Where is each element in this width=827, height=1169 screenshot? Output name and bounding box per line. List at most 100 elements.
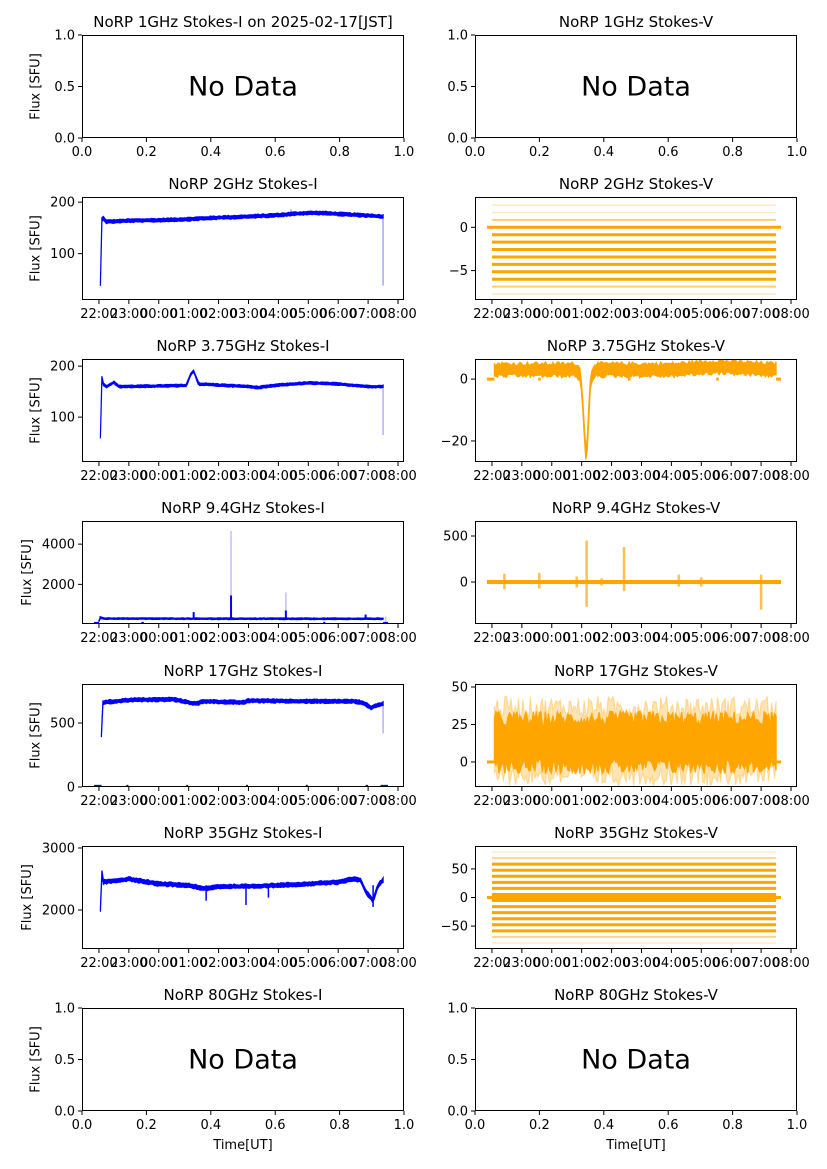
axes-frame bbox=[82, 521, 404, 624]
axes-frame bbox=[475, 1008, 797, 1111]
y-tick-label: 0.5 bbox=[54, 80, 75, 95]
x-tick-label: 0.2 bbox=[529, 1118, 550, 1133]
x-tick-label: 23:00 bbox=[110, 794, 147, 809]
x-tick-label: 0.4 bbox=[200, 145, 221, 160]
x-tick-label: 04:00 bbox=[653, 794, 690, 809]
axes-frame bbox=[475, 359, 797, 462]
x-tick-label: 22:00 bbox=[473, 469, 510, 484]
x-tick-label: 0.4 bbox=[593, 145, 614, 160]
x-tick-label: 01:00 bbox=[170, 794, 207, 809]
y-axis-label: Flux [SFU] bbox=[28, 377, 43, 444]
subplot-8: 22:0023:0000:0001:0002:0003:0004:0005:00… bbox=[443, 499, 810, 646]
y-tick-label: 0 bbox=[460, 755, 468, 770]
subplot-1: 0.0 0.2 0.4 0.6 0.8 1.0 0.0 0.5 1.0 NoRP 1GHz Sto… bbox=[28, 13, 414, 160]
subplot-title: NoRP 17GHz Stokes-I bbox=[164, 662, 323, 680]
x-tick-label: 06:00 bbox=[319, 307, 356, 322]
x-tick-label: 22:00 bbox=[80, 631, 117, 646]
plot-area bbox=[99, 369, 384, 439]
x-tick-label: 06:00 bbox=[712, 956, 749, 971]
x-tick-label: 06:00 bbox=[712, 307, 749, 322]
x-tick-label: 07:00 bbox=[742, 469, 779, 484]
y-tick-label: 200 bbox=[50, 196, 75, 211]
x-tick-label: 00:00 bbox=[533, 794, 570, 809]
x-tick-label: 04:00 bbox=[653, 307, 690, 322]
y-axis-label: Flux [SFU] bbox=[28, 215, 43, 282]
subplot-7: 22:0023:0000:0001:0002:0003:0004:0005:00… bbox=[20, 499, 417, 646]
axes-frame bbox=[475, 846, 797, 949]
y-tick-label: −20 bbox=[441, 434, 468, 449]
series-band bbox=[99, 210, 384, 286]
series-band bbox=[99, 369, 384, 439]
y-tick-label: −5 bbox=[449, 264, 468, 279]
subplot-title: NoRP 9.4GHz Stokes-I bbox=[161, 499, 325, 517]
x-tick-label: 03:00 bbox=[230, 794, 267, 809]
subplot-13: 0.0 0.2 0.4 0.6 0.8 1.0 0.0 0.5 1.0 NoRP 80GHz St… bbox=[28, 986, 414, 1153]
x-tick-label: 01:00 bbox=[170, 469, 207, 484]
x-tick-label: 07:00 bbox=[349, 631, 386, 646]
x-tick-label: 01:00 bbox=[563, 307, 600, 322]
x-tick-label: 03:00 bbox=[623, 956, 660, 971]
x-tick-label: 23:00 bbox=[110, 469, 147, 484]
y-axis-label: Flux [SFU] bbox=[28, 53, 43, 120]
x-tick-label: 0.8 bbox=[329, 145, 350, 160]
x-tick-label: 02:00 bbox=[593, 956, 630, 971]
axes-frame bbox=[475, 197, 797, 300]
x-tick-label: 0.4 bbox=[200, 1118, 221, 1133]
y-tick-label: 1.0 bbox=[54, 1002, 75, 1017]
subplot-9: 22:0023:0000:0001:0002:0003:0004:0005:00… bbox=[28, 662, 416, 809]
x-tick-label: 08:00 bbox=[379, 307, 416, 322]
y-tick-label: 200 bbox=[50, 360, 75, 375]
x-tick-label: 04:00 bbox=[653, 631, 690, 646]
subplot-14: 0.0 0.2 0.4 0.6 0.8 1.0 0.0 0.5 1.0 NoRP 80GHz St… bbox=[447, 986, 807, 1153]
plot-area bbox=[93, 696, 389, 787]
y-tick-label: 0 bbox=[67, 781, 75, 796]
x-tick-label: 08:00 bbox=[772, 794, 809, 809]
series-band bbox=[493, 709, 777, 776]
x-tick-label: 02:00 bbox=[200, 794, 237, 809]
x-tick-label: 06:00 bbox=[712, 469, 749, 484]
x-tick-label: 22:00 bbox=[80, 307, 117, 322]
subplot-title: NoRP 1GHz Stokes-I on 2025-02-17[JST] bbox=[93, 13, 393, 31]
y-axis-label: Flux [SFU] bbox=[20, 864, 35, 931]
x-tick-label: 03:00 bbox=[230, 469, 267, 484]
x-tick-label: 23:00 bbox=[503, 794, 540, 809]
x-tick-label: 03:00 bbox=[623, 794, 660, 809]
x-tick-label: 23:00 bbox=[503, 307, 540, 322]
x-tick-label: 05:00 bbox=[683, 307, 720, 322]
x-tick-label: 22:00 bbox=[473, 307, 510, 322]
x-tick-label: 06:00 bbox=[319, 794, 356, 809]
x-tick-label: 0.2 bbox=[136, 1118, 157, 1133]
x-tick-label: 08:00 bbox=[772, 469, 809, 484]
subplot-10: 22:0023:0000:0001:0002:0003:0004:0005:00… bbox=[451, 662, 809, 809]
x-tick-label: 07:00 bbox=[349, 956, 386, 971]
x-tick-label: 07:00 bbox=[742, 631, 779, 646]
plot-area bbox=[486, 851, 782, 944]
x-tick-label: 08:00 bbox=[772, 307, 809, 322]
axes-frame bbox=[475, 35, 797, 138]
x-tick-label: 0.8 bbox=[722, 1118, 743, 1133]
x-tick-label: 03:00 bbox=[623, 631, 660, 646]
subplot-11: 22:0023:0000:0001:0002:0003:0004:0005:00… bbox=[20, 824, 417, 971]
x-tick-label: 23:00 bbox=[110, 956, 147, 971]
series-band bbox=[493, 359, 777, 460]
y-tick-label: 100 bbox=[50, 411, 75, 426]
series-band bbox=[99, 870, 384, 912]
x-tick-label: 03:00 bbox=[230, 307, 267, 322]
x-tick-label: 05:00 bbox=[683, 631, 720, 646]
y-tick-label: 3000 bbox=[42, 841, 75, 856]
series-band bbox=[100, 696, 384, 738]
no-data-label: No Data bbox=[188, 72, 298, 103]
x-tick-label: 0.8 bbox=[722, 145, 743, 160]
x-tick-label: 0.6 bbox=[658, 145, 679, 160]
subplot-6: 22:0023:0000:0001:0002:0003:0004:0005:00… bbox=[441, 337, 810, 484]
x-tick-label: 04:00 bbox=[653, 469, 690, 484]
subplot-3: 22:0023:0000:0001:0002:0003:0004:0005:00… bbox=[28, 175, 416, 322]
x-tick-label: 00:00 bbox=[533, 631, 570, 646]
plot-area bbox=[99, 870, 384, 912]
axes-frame bbox=[82, 846, 404, 949]
x-tick-label: 07:00 bbox=[349, 307, 386, 322]
x-tick-label: 03:00 bbox=[230, 956, 267, 971]
x-tick-label: 05:00 bbox=[290, 469, 327, 484]
x-tick-label: 02:00 bbox=[593, 469, 630, 484]
